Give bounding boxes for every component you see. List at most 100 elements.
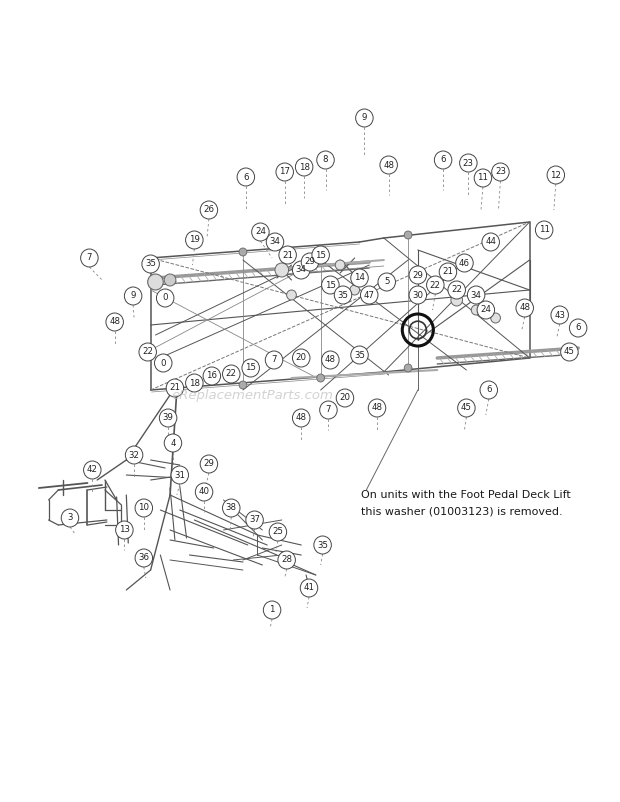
Circle shape — [200, 201, 218, 219]
Circle shape — [350, 285, 360, 295]
Text: 45: 45 — [461, 403, 472, 412]
Circle shape — [482, 233, 500, 251]
Text: 29: 29 — [412, 270, 423, 280]
Circle shape — [166, 379, 184, 397]
Circle shape — [536, 221, 553, 239]
Text: 36: 36 — [138, 553, 149, 562]
Circle shape — [322, 351, 339, 369]
Text: 22: 22 — [226, 370, 237, 379]
Circle shape — [81, 249, 98, 267]
Circle shape — [336, 389, 353, 407]
Circle shape — [293, 349, 310, 367]
Circle shape — [106, 313, 123, 331]
Circle shape — [334, 286, 352, 304]
Text: 4: 4 — [170, 439, 175, 448]
Circle shape — [351, 346, 368, 364]
Circle shape — [467, 286, 485, 304]
Circle shape — [246, 511, 264, 529]
Text: 42: 42 — [87, 465, 98, 475]
Circle shape — [265, 351, 283, 369]
Circle shape — [135, 549, 153, 567]
Text: 24: 24 — [480, 306, 491, 314]
Circle shape — [275, 263, 288, 277]
Circle shape — [458, 399, 475, 417]
Text: 10: 10 — [138, 504, 149, 512]
Circle shape — [456, 254, 473, 272]
Text: 6: 6 — [486, 386, 492, 395]
Text: 38: 38 — [226, 504, 237, 512]
Text: 35: 35 — [317, 541, 328, 549]
Text: 48: 48 — [109, 318, 120, 326]
Text: 35: 35 — [337, 290, 348, 299]
Circle shape — [317, 254, 324, 262]
Circle shape — [239, 381, 247, 389]
Circle shape — [404, 231, 412, 239]
Circle shape — [279, 246, 296, 264]
Text: 18: 18 — [189, 379, 200, 387]
Circle shape — [459, 154, 477, 172]
Text: 1: 1 — [269, 606, 275, 614]
Text: 45: 45 — [564, 347, 575, 357]
Text: 44: 44 — [485, 237, 496, 246]
Circle shape — [409, 286, 427, 304]
Circle shape — [516, 299, 533, 317]
Circle shape — [293, 409, 310, 427]
Circle shape — [317, 151, 334, 169]
Text: 26: 26 — [203, 205, 215, 214]
Circle shape — [490, 313, 500, 323]
Text: 39: 39 — [162, 414, 174, 423]
Text: 22: 22 — [142, 347, 153, 357]
Text: 40: 40 — [198, 488, 210, 496]
Text: 23: 23 — [495, 168, 506, 176]
Text: 16: 16 — [206, 371, 218, 380]
Circle shape — [171, 466, 188, 484]
Text: 48: 48 — [296, 414, 307, 423]
Text: 28: 28 — [281, 556, 292, 565]
Text: 14: 14 — [354, 273, 365, 282]
Circle shape — [223, 365, 240, 383]
Text: 15: 15 — [245, 363, 256, 372]
Text: 22: 22 — [430, 281, 441, 290]
Circle shape — [159, 409, 177, 427]
Circle shape — [185, 231, 203, 249]
Circle shape — [203, 367, 221, 385]
Text: 48: 48 — [325, 355, 336, 364]
Circle shape — [266, 233, 284, 251]
Text: 13: 13 — [119, 525, 130, 534]
Circle shape — [61, 509, 79, 527]
Circle shape — [269, 523, 286, 541]
Text: 31: 31 — [174, 471, 185, 480]
Circle shape — [223, 499, 240, 517]
Circle shape — [237, 168, 255, 186]
Text: 20: 20 — [296, 354, 307, 363]
Circle shape — [135, 499, 153, 517]
Circle shape — [368, 399, 386, 417]
Circle shape — [409, 266, 427, 284]
Circle shape — [320, 401, 337, 419]
Circle shape — [164, 274, 176, 286]
Text: 11: 11 — [539, 225, 550, 234]
Text: 17: 17 — [279, 168, 290, 176]
Circle shape — [471, 305, 481, 315]
Circle shape — [451, 294, 463, 306]
Text: 7: 7 — [272, 355, 277, 364]
Circle shape — [156, 289, 174, 307]
Text: On units with the Foot Pedal Deck Lift: On units with the Foot Pedal Deck Lift — [361, 490, 571, 500]
Circle shape — [164, 434, 182, 452]
Circle shape — [360, 286, 378, 304]
Text: 15: 15 — [315, 250, 326, 260]
Circle shape — [351, 269, 368, 287]
Text: 34: 34 — [296, 265, 307, 274]
Circle shape — [480, 381, 497, 399]
Text: 41: 41 — [304, 584, 314, 593]
Circle shape — [314, 536, 331, 554]
Text: 46: 46 — [459, 258, 470, 268]
Circle shape — [286, 290, 296, 300]
Text: 29: 29 — [203, 460, 215, 468]
Text: 7: 7 — [87, 253, 92, 262]
Circle shape — [301, 253, 319, 271]
Text: 48: 48 — [383, 160, 394, 169]
Text: this washer (01003123) is removed.: this washer (01003123) is removed. — [361, 506, 563, 516]
Text: 21: 21 — [282, 250, 293, 260]
Circle shape — [84, 461, 101, 479]
